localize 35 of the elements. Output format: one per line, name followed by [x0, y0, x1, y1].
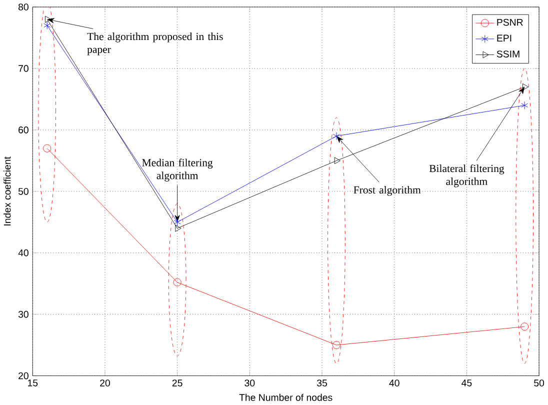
point — [44, 22, 51, 30]
annotation: Bilateral filtering algorithm — [429, 164, 504, 188]
x-tick-label: 30 — [244, 380, 255, 387]
y-tick-label: 70 — [18, 65, 28, 72]
x-tick-label: 40 — [389, 380, 400, 387]
x-tick-label: 45 — [462, 380, 472, 387]
point — [334, 157, 340, 164]
y-tick-label: 20 — [18, 372, 28, 380]
annotation: Median filtering algorithm — [142, 158, 213, 182]
point — [332, 341, 340, 350]
legend-label: SSIM — [496, 50, 520, 58]
point — [333, 132, 340, 140]
point — [522, 84, 529, 91]
x-tick-label: 15 — [28, 380, 38, 387]
y-axis-title: Index coefficient — [4, 156, 11, 226]
point — [520, 322, 529, 331]
point — [175, 225, 182, 232]
x-tick-label: 35 — [317, 380, 327, 387]
point — [521, 102, 528, 110]
annotation: The algorithm proposed in this paper — [87, 32, 223, 56]
y-tick-label: 60 — [18, 126, 28, 134]
x-tick-label: 20 — [100, 380, 110, 387]
y-tick-label: 80 — [18, 4, 28, 11]
point — [174, 218, 181, 226]
x-tick-label: 25 — [172, 380, 182, 387]
annotation: Frost algorithm — [354, 186, 421, 196]
y-tick-label: 50 — [18, 188, 28, 196]
point — [173, 278, 182, 287]
y-tick-label: 30 — [18, 311, 28, 318]
x-axis-title: The Number of nodes — [239, 394, 332, 402]
x-tick-label: 50 — [534, 380, 544, 387]
legend-label: EPI — [497, 35, 512, 42]
legend-label: PSNR — [497, 19, 523, 26]
point — [43, 144, 52, 153]
y-tick-label: 40 — [18, 250, 28, 257]
